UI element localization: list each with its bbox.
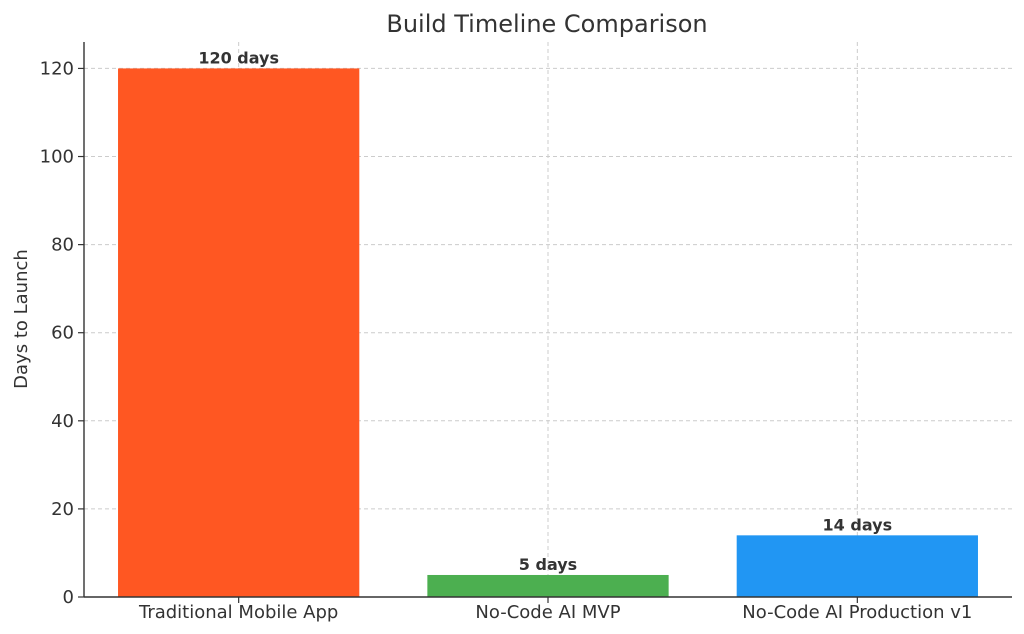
y-tick-label: 0 — [63, 587, 74, 608]
y-tick-label: 100 — [40, 147, 74, 168]
y-tick-label: 20 — [51, 499, 74, 520]
bar-data-label: 14 days — [823, 515, 893, 534]
x-tick-label: No-Code AI Production v1 — [742, 602, 972, 623]
x-tick-label: Traditional Mobile App — [138, 602, 338, 623]
bar-traditional-mobile-app — [118, 68, 360, 597]
bars — [118, 68, 978, 597]
y-tick-label: 80 — [51, 235, 74, 256]
y-axis-label: Days to Launch — [11, 249, 32, 389]
y-tick-label: 40 — [51, 411, 74, 432]
bar-data-label: 5 days — [519, 555, 577, 574]
data-labels: 120 days 5 days 14 days — [198, 48, 892, 574]
bar-data-label: 120 days — [198, 48, 279, 67]
y-tick-label: 120 — [40, 58, 74, 79]
axes: 0 20 40 60 80 100 120 Traditional Mobile App No-… — [40, 42, 1012, 623]
bar-no-code-ai-production-v1 — [736, 535, 978, 597]
x-tick-label: No-Code AI MVP — [475, 602, 620, 623]
bar-no-code-ai-mvp — [427, 574, 669, 597]
chart-title: Build Timeline Comparison — [386, 10, 707, 38]
y-tick-label: 60 — [51, 323, 74, 344]
